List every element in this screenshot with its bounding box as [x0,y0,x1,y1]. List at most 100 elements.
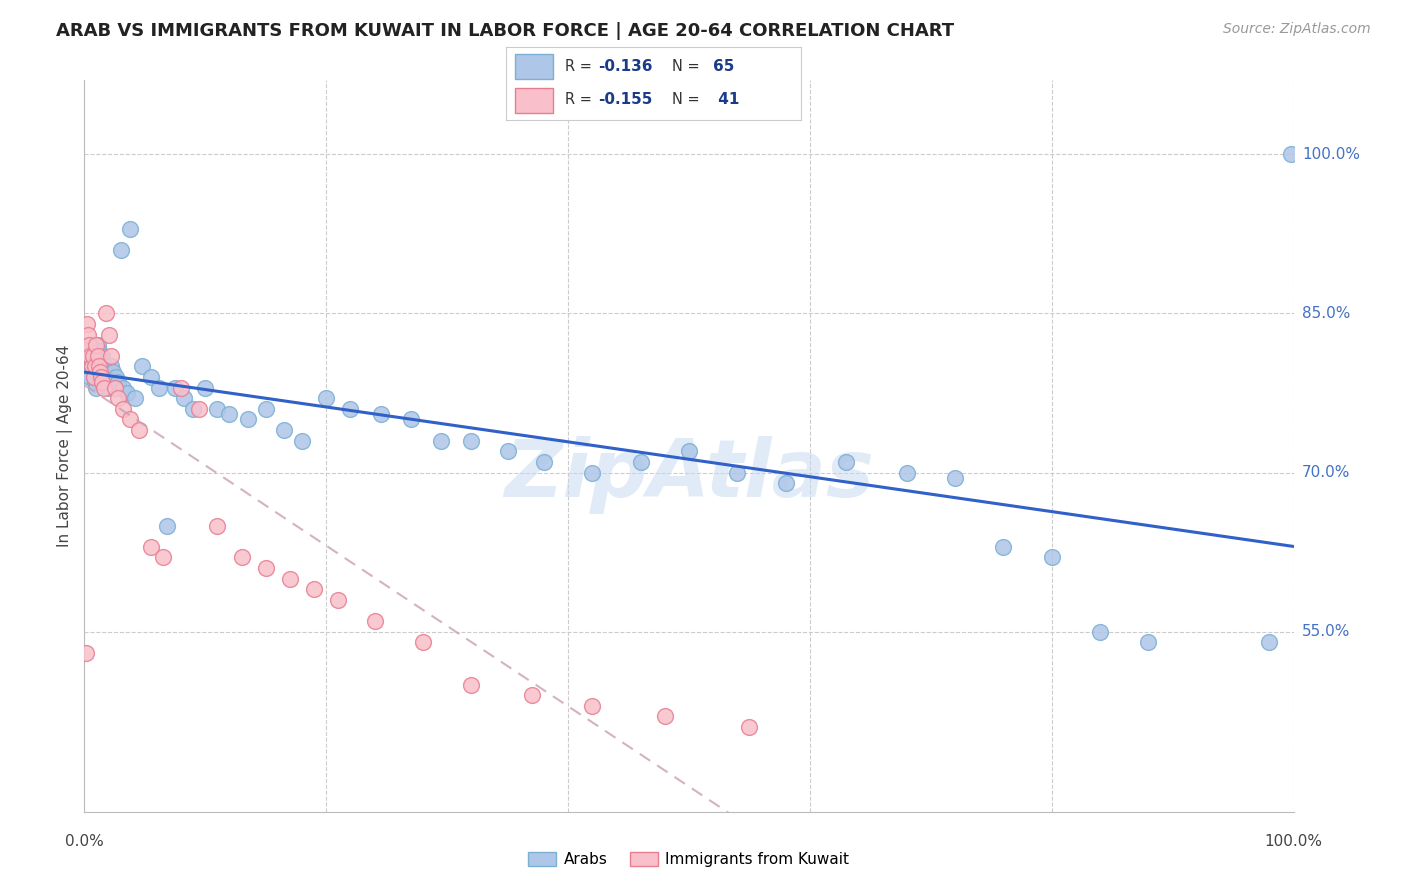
Point [77,338,100,352]
Text: Source: ZipAtlas.com: Source: ZipAtlas.com [1223,22,1371,37]
Point [84,376,107,390]
Text: -0.136: -0.136 [598,59,652,74]
Point [835,455,858,469]
Point [124,392,146,406]
Point [77,349,100,363]
Bar [515,54,554,78]
Point [80,359,103,374]
Point [87,359,110,374]
Point [1088,624,1111,639]
Point [207,401,229,416]
Point [581,466,603,480]
Point [496,444,519,458]
Text: N =: N = [672,93,704,107]
Point [1137,635,1160,649]
Point [120,221,142,235]
Point [97,327,120,342]
Point [128,423,150,437]
Point [654,709,676,723]
Point [82,349,104,363]
Text: ARAB VS IMMIGRANTS FROM KUWAIT IN LABOR FORCE | AGE 20-64 CORRELATION CHART: ARAB VS IMMIGRANTS FROM KUWAIT IN LABOR … [56,22,955,40]
Bar [515,88,554,113]
Point [83,370,105,384]
Point [460,677,482,691]
Point [520,688,543,702]
Text: 100.0%: 100.0% [1264,834,1323,849]
Text: 0.0%: 0.0% [65,834,104,849]
Point [100,349,122,363]
Point [460,434,482,448]
Point [104,370,127,384]
Point [115,386,138,401]
Point [581,698,603,713]
Point [148,381,170,395]
Point [370,407,392,421]
Point [173,392,195,406]
Text: 85.0%: 85.0% [1302,306,1350,321]
Legend: Arabs, Immigrants from Kuwait: Arabs, Immigrants from Kuwait [522,847,856,873]
Point [188,401,211,416]
Point [1279,147,1302,161]
Point [96,376,118,390]
Point [181,401,204,416]
Text: 100.0%: 100.0% [1302,147,1360,162]
Text: N =: N = [672,59,704,74]
Point [163,381,186,395]
Point [86,338,108,352]
Point [91,376,114,390]
Point [112,381,135,395]
Text: 55.0%: 55.0% [1302,624,1350,639]
Point [273,423,295,437]
Point [104,381,127,395]
Point [630,455,652,469]
Point [254,561,277,575]
Point [120,412,142,426]
Point [77,327,100,342]
Point [943,471,966,485]
Point [315,392,337,406]
Point [90,370,112,384]
Text: 41: 41 [713,93,740,107]
Point [363,614,385,628]
Point [139,540,162,554]
Point [139,370,162,384]
Point [302,582,325,596]
Point [339,401,361,416]
Point [155,518,177,533]
Text: ZipAtlas: ZipAtlas [503,436,875,515]
Point [112,401,135,416]
Point [77,338,100,352]
Point [107,376,129,390]
Point [678,444,700,458]
Point [107,392,129,406]
Point [328,592,350,607]
Text: R =: R = [565,59,596,74]
Point [738,720,761,734]
Point [131,359,153,374]
Point [278,572,301,586]
Text: R =: R = [565,93,596,107]
Point [896,466,918,480]
Point [94,370,117,384]
Y-axis label: In Labor Force | Age 20-64: In Labor Force | Age 20-64 [58,345,73,547]
Point [75,646,97,660]
Point [236,412,259,426]
Point [412,635,434,649]
Point [1258,635,1281,649]
Text: 65: 65 [713,59,734,74]
Point [93,359,115,374]
Point [430,434,453,448]
Point [152,550,174,565]
Point [94,306,117,320]
Point [231,550,253,565]
Point [91,349,114,363]
Point [76,359,98,374]
Point [87,343,110,358]
Point [94,365,117,379]
Point [725,466,748,480]
Text: 70.0%: 70.0% [1302,465,1350,480]
Point [79,349,101,363]
Point [86,349,108,363]
Point [207,518,229,533]
Point [84,359,107,374]
